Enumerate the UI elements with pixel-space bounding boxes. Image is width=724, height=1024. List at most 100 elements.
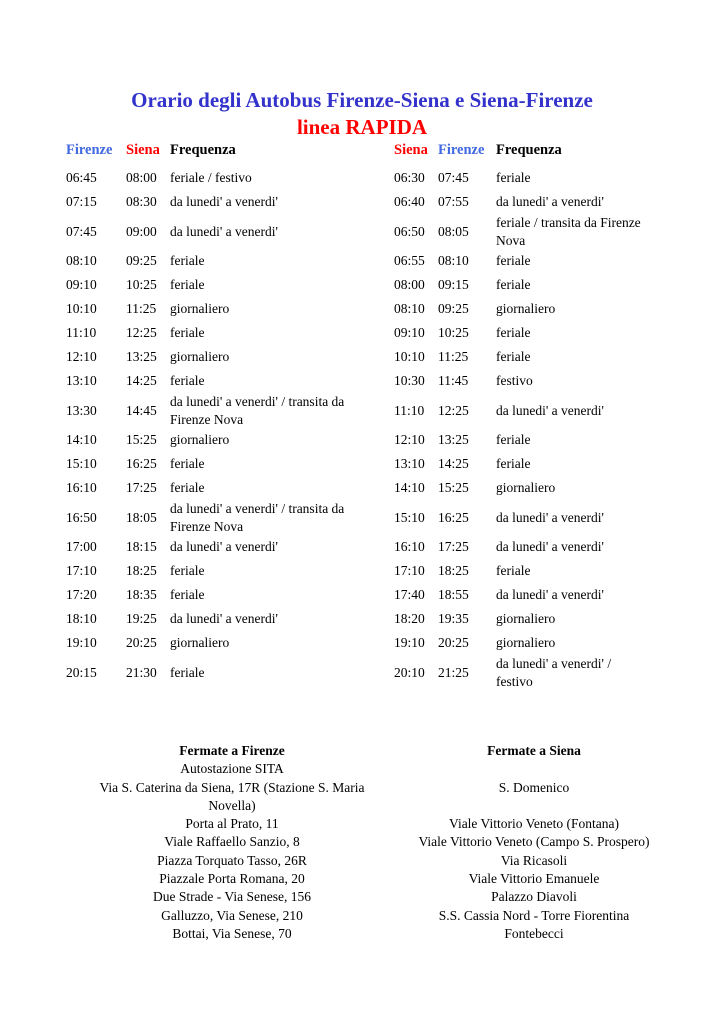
siena-stop: Viale Vittorio Veneto (Campo S. Prospero…	[418, 834, 650, 850]
frequency-note: feriale	[496, 349, 531, 365]
timetable-row: 09:10 10:25 feriale 08:00 09:15 feriale	[66, 273, 662, 297]
siena-stop: Palazzo Diavoli	[491, 889, 577, 905]
frequency-note: feriale	[170, 480, 205, 496]
siena-departure-time: 15:10	[394, 509, 425, 525]
frequency-note: feriale / festivo	[170, 170, 252, 186]
timetable-row: 17:00 18:15 da lunedi' a venerdi' 16:10 17:2…	[66, 535, 662, 559]
firenze-departure-time: 10:10	[66, 301, 97, 317]
siena-arrival-time: 14:45	[126, 402, 157, 418]
timetable-row: 16:10 17:25 feriale 14:10 15:25 giornaliero	[66, 476, 662, 500]
firenze-arrival-time: 14:25	[438, 456, 469, 472]
firenze-arrival-time: 07:55	[438, 194, 469, 210]
firenze-arrival-time: 15:25	[438, 480, 469, 496]
firenze-arrival-time: 08:10	[438, 253, 469, 269]
siena-departure-time: 06:40	[394, 194, 425, 210]
siena-departure-time: 12:10	[394, 432, 425, 448]
siena-departure-time: 06:50	[394, 223, 425, 239]
header-frequency-left: Frequenza	[170, 142, 236, 158]
header-fermate-siena: Fermate a Siena	[487, 743, 581, 758]
stops-row: Porta al Prato, 11 Viale Vittorio Veneto …	[62, 815, 666, 833]
siena-departure-time: 17:10	[394, 563, 425, 579]
siena-arrival-time: 14:25	[126, 373, 157, 389]
siena-arrival-time: 08:00	[126, 170, 157, 186]
siena-arrival-time: 18:15	[126, 539, 157, 555]
header-frequency-right: Frequenza	[496, 142, 562, 158]
firenze-departure-time: 11:10	[66, 325, 97, 341]
siena-arrival-time: 18:25	[126, 563, 157, 579]
stops-row: Due Strade - Via Senese, 156 Palazzo Diav…	[62, 888, 666, 906]
firenze-arrival-time: 16:25	[438, 509, 469, 525]
timetable-row: 08:10 09:25 feriale 06:55 08:10 feriale	[66, 249, 662, 273]
frequency-note: feriale	[496, 277, 531, 293]
stops-row: Via S. Caterina da Siena, 17R (Stazione …	[62, 779, 666, 816]
document-title: Orario degli Autobus Firenze-Siena e Sie…	[0, 87, 724, 141]
firenze-departure-time: 20:15	[66, 664, 97, 680]
siena-stop: S.S. Cassia Nord - Torre Fiorentina	[438, 907, 630, 923]
frequency-note: da lunedi' a venerdi'	[496, 402, 604, 418]
firenze-arrival-time: 09:15	[438, 277, 469, 293]
firenze-stop: Via S. Caterina da Siena, 17R (Stazione …	[99, 779, 365, 813]
frequency-note: da lunedi' a venerdi'	[170, 539, 278, 555]
firenze-departure-time: 13:10	[66, 373, 97, 389]
header-firenze-departure: Firenze	[66, 142, 113, 158]
frequency-note: da lunedi' a venerdi'	[170, 194, 278, 210]
frequency-note: feriale	[170, 456, 205, 472]
frequency-note: da lunedi' a venerdi'	[496, 587, 604, 603]
firenze-stop: Viale Raffaello Sanzio, 8	[164, 834, 300, 850]
timetable-row: 15:10 16:25 feriale 13:10 14:25 feriale	[66, 452, 662, 476]
siena-arrival-time: 15:25	[126, 432, 157, 448]
firenze-arrival-time: 19:35	[438, 611, 469, 627]
firenze-departure-time: 07:45	[66, 223, 97, 239]
timetable-row: 16:50 18:05 da lunedi' a venerdi' / transi…	[66, 500, 662, 535]
siena-arrival-time: 12:25	[126, 325, 157, 341]
firenze-departure-time: 14:10	[66, 432, 97, 448]
firenze-stop: Autostazione SITA	[180, 761, 284, 777]
siena-arrival-time: 20:25	[126, 635, 157, 651]
frequency-note: feriale	[170, 277, 205, 293]
firenze-arrival-time: 20:25	[438, 635, 469, 651]
frequency-note: feriale	[170, 253, 205, 269]
siena-stop: Via Ricasoli	[500, 852, 568, 868]
firenze-departure-time: 17:00	[66, 539, 97, 555]
frequency-note: feriale	[170, 664, 205, 680]
firenze-departure-time: 19:10	[66, 635, 97, 651]
header-fermate-firenze: Fermate a Firenze	[179, 743, 285, 758]
firenze-arrival-time: 21:25	[438, 664, 469, 680]
frequency-note: feriale	[496, 432, 531, 448]
frequency-note: da lunedi' a venerdi' / transita da Fire…	[170, 394, 345, 427]
frequency-note: giornaliero	[170, 635, 230, 651]
firenze-departure-time: 18:10	[66, 611, 97, 627]
frequency-note: da lunedi' a venerdi'	[496, 194, 604, 210]
siena-arrival-time: 19:25	[126, 611, 157, 627]
stops-row: Viale Raffaello Sanzio, 8 Viale Vittorio …	[62, 833, 666, 851]
firenze-departure-time: 15:10	[66, 456, 97, 472]
firenze-arrival-time: 12:25	[438, 402, 469, 418]
firenze-stop: Bottai, Via Senese, 70	[172, 925, 292, 941]
siena-stop: S. Domenico	[498, 779, 570, 795]
frequency-note: da lunedi' a venerdi'	[496, 539, 604, 555]
timetable-row: 19:10 20:25 giornaliero 19:10 20:25 giornalie…	[66, 631, 662, 655]
timetable-row: 07:45 09:00 da lunedi' a venerdi' 06:50 08:0…	[66, 214, 662, 249]
siena-departure-time: 19:10	[394, 635, 425, 651]
frequency-note: feriale	[170, 325, 205, 341]
frequency-note: giornaliero	[170, 432, 230, 448]
frequency-note: feriale	[496, 563, 531, 579]
siena-departure-time: 06:30	[394, 170, 425, 186]
siena-departure-time: 11:10	[394, 402, 425, 418]
frequency-note: feriale	[496, 170, 531, 186]
siena-departure-time: 16:10	[394, 539, 425, 555]
siena-departure-time: 10:10	[394, 349, 425, 365]
firenze-arrival-time: 09:25	[438, 301, 469, 317]
siena-arrival-time: 08:30	[126, 194, 157, 210]
firenze-stop: Piazza Torquato Tasso, 26R	[157, 852, 307, 868]
timetable-row: 12:10 13:25 giornaliero 10:10 11:25 feriale	[66, 345, 662, 369]
timetable-header-row: Firenze Siena Frequenza Siena Firenze Fr…	[66, 142, 662, 166]
firenze-arrival-time: 11:45	[438, 373, 469, 389]
firenze-departure-time: 17:20	[66, 587, 97, 603]
stops-row: Piazzale Porta Romana, 20 Viale Vittorio …	[62, 870, 666, 888]
timetable-row: 13:10 14:25 feriale 10:30 11:45 festivo	[66, 369, 662, 393]
timetable-row: 17:20 18:35 feriale 17:40 18:55 da lunedi' a …	[66, 583, 662, 607]
frequency-note: feriale	[170, 373, 205, 389]
siena-departure-time: 18:20	[394, 611, 425, 627]
